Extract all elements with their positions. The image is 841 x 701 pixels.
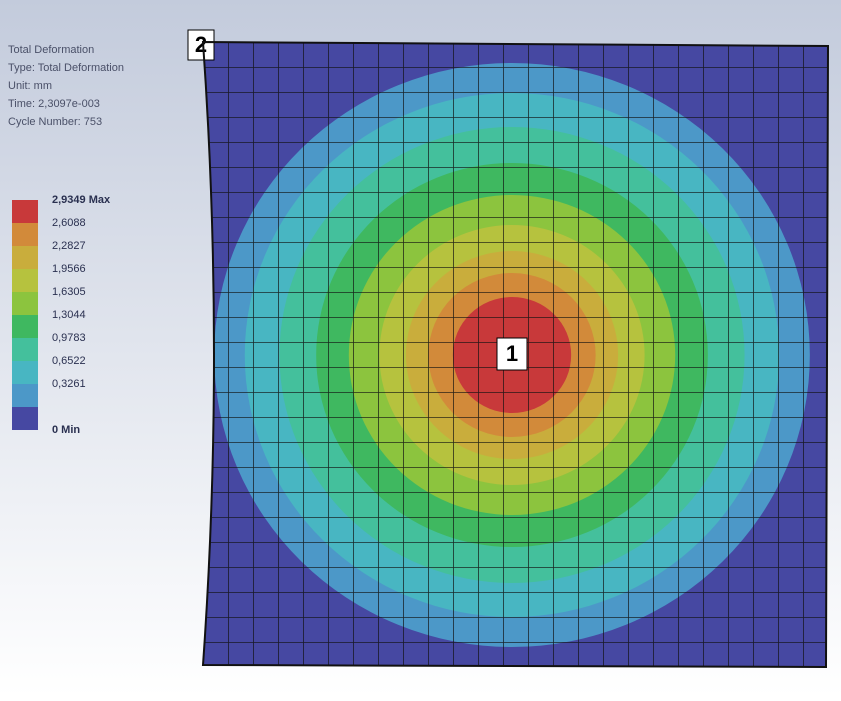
legend-label: 1,6305	[52, 286, 86, 298]
legend-swatch	[12, 384, 38, 407]
legend-label: 1,9566	[52, 263, 86, 275]
legend-label: 2,2827	[52, 240, 86, 252]
callout: 2	[195, 32, 207, 57]
info-unit: Unit: mm	[8, 80, 52, 92]
legend-swatch	[12, 292, 38, 315]
legend-label: 0 Min	[52, 424, 80, 436]
legend-label: 2,6088	[52, 217, 86, 229]
legend-label: 2,9349 Max	[52, 194, 111, 206]
legend-label: 0,6522	[52, 355, 86, 367]
legend-label: 1,3044	[52, 309, 86, 321]
info-time: Time: 2,3097e-003	[8, 98, 100, 110]
legend-label: 0,9783	[52, 332, 86, 344]
legend-swatch	[12, 315, 38, 338]
legend-label: 0,3261	[52, 378, 86, 390]
info-title: Total Deformation	[8, 44, 94, 56]
legend-swatch	[12, 361, 38, 384]
info-type: Type: Total Deformation	[8, 62, 124, 74]
page: Total Deformation Type: Total Deformatio…	[0, 0, 841, 701]
legend-swatch	[12, 223, 38, 246]
callout: 1	[506, 341, 518, 366]
legend-swatch	[12, 407, 38, 430]
legend-swatch	[12, 338, 38, 361]
legend-swatch	[12, 200, 38, 223]
legend-swatch	[12, 246, 38, 269]
info-cycle: Cycle Number: 753	[8, 116, 102, 128]
viewport: Total Deformation Type: Total Deformatio…	[0, 0, 841, 696]
legend-swatch	[12, 269, 38, 292]
